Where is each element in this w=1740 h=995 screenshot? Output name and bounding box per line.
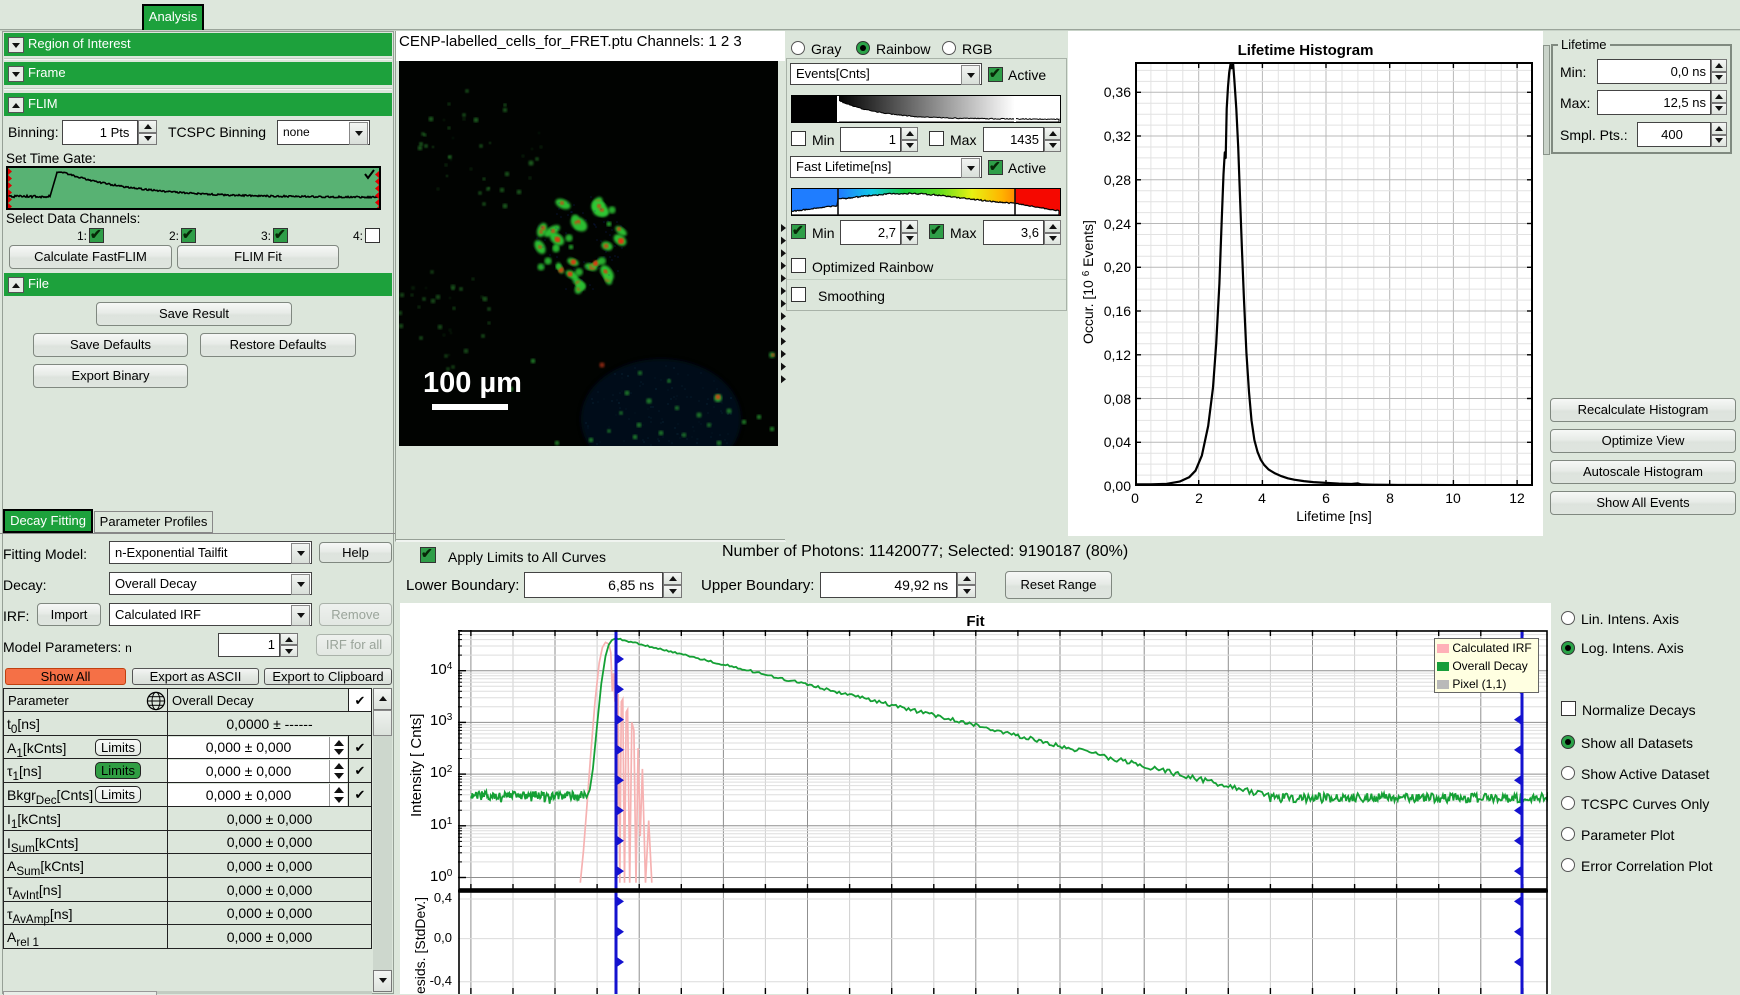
svg-text:100 µm: 100 µm <box>423 367 522 399</box>
